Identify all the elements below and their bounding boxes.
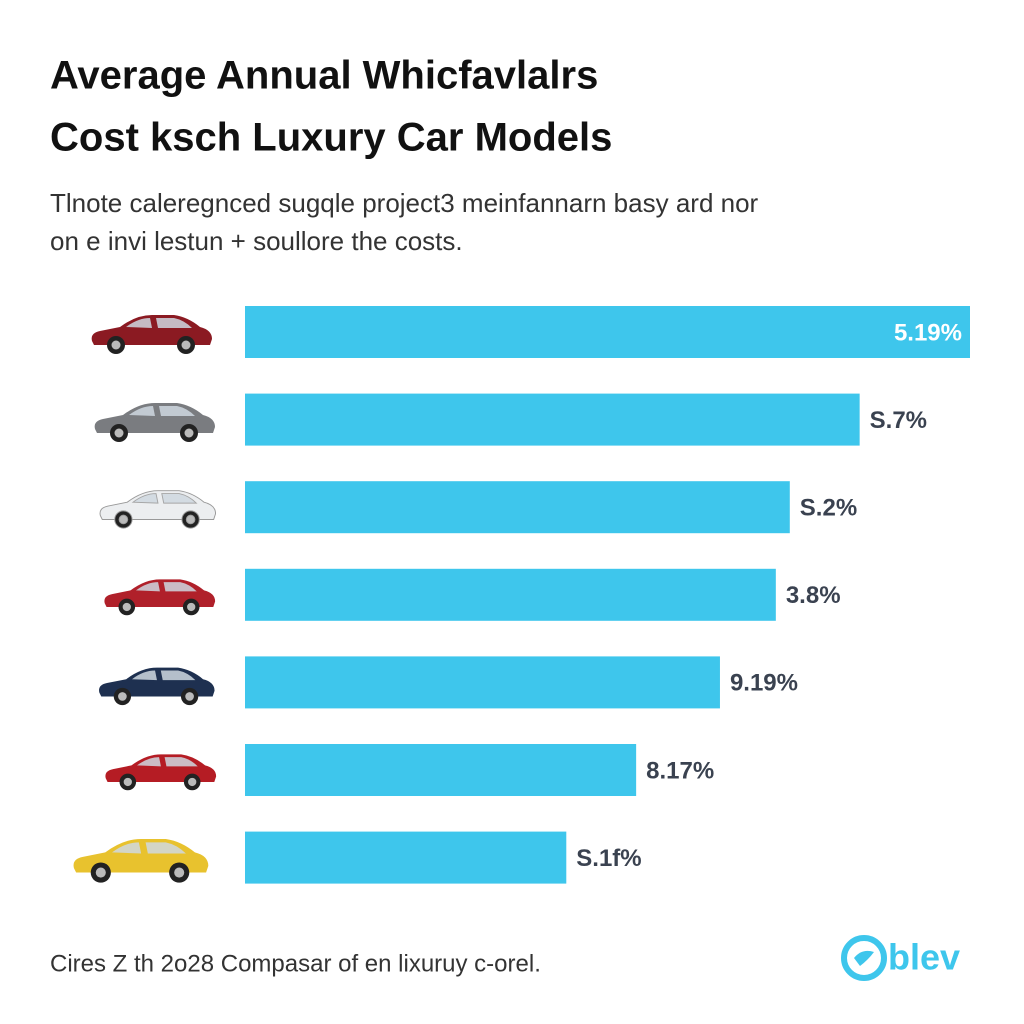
bar [245,306,970,358]
value-label: S.1f% [576,845,641,872]
value-label: 9.19% [730,670,798,697]
footer: Cires Z th 2o28 Compasar of en lixuruy c… [50,950,541,977]
value-label: 5.19% [894,319,962,346]
bar [245,568,776,621]
value-label: 3.8% [786,582,841,609]
subtitle: Tlnote caleregnced sugqle project3 meinf… [50,188,759,218]
logo-text: blev [888,937,960,978]
bar [245,481,790,534]
bar [245,656,720,709]
logo-icon [841,935,887,981]
value-label: S.2% [800,495,857,522]
value-label: 8.17% [646,757,714,784]
value-label: S.7% [870,407,927,434]
logo: blev [841,935,960,981]
logo-icon [854,950,874,966]
bar [245,744,637,796]
chart-title: Cost ksch Luxury Car Models [50,116,612,160]
bar [245,393,860,446]
chart-title: Average Annual Whicfavlalrs [50,54,598,98]
bars: 5.19% S.7% S.2% 3.8% 9.19% 8.17% S.1f% [245,306,970,884]
bar [245,831,567,884]
subtitle: on e invi lestun + soullore the costs. [50,226,463,256]
